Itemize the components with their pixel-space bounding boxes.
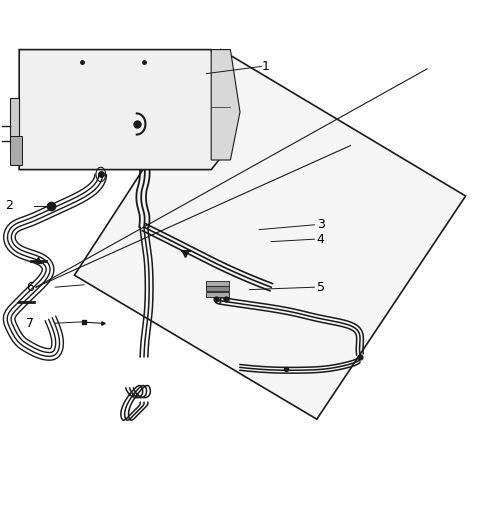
Text: 3: 3 xyxy=(317,218,324,231)
Text: 1: 1 xyxy=(262,60,269,73)
Bar xyxy=(10,136,22,165)
Polygon shape xyxy=(74,50,466,419)
Text: 6: 6 xyxy=(26,281,34,294)
Text: 2: 2 xyxy=(6,199,13,212)
Bar xyxy=(206,286,229,291)
Bar xyxy=(206,281,229,286)
Text: 7: 7 xyxy=(25,317,34,330)
Text: 4: 4 xyxy=(317,232,324,246)
Bar xyxy=(206,292,229,297)
Polygon shape xyxy=(10,98,19,151)
Polygon shape xyxy=(19,50,230,169)
Text: 5: 5 xyxy=(317,281,325,294)
Polygon shape xyxy=(211,50,240,160)
